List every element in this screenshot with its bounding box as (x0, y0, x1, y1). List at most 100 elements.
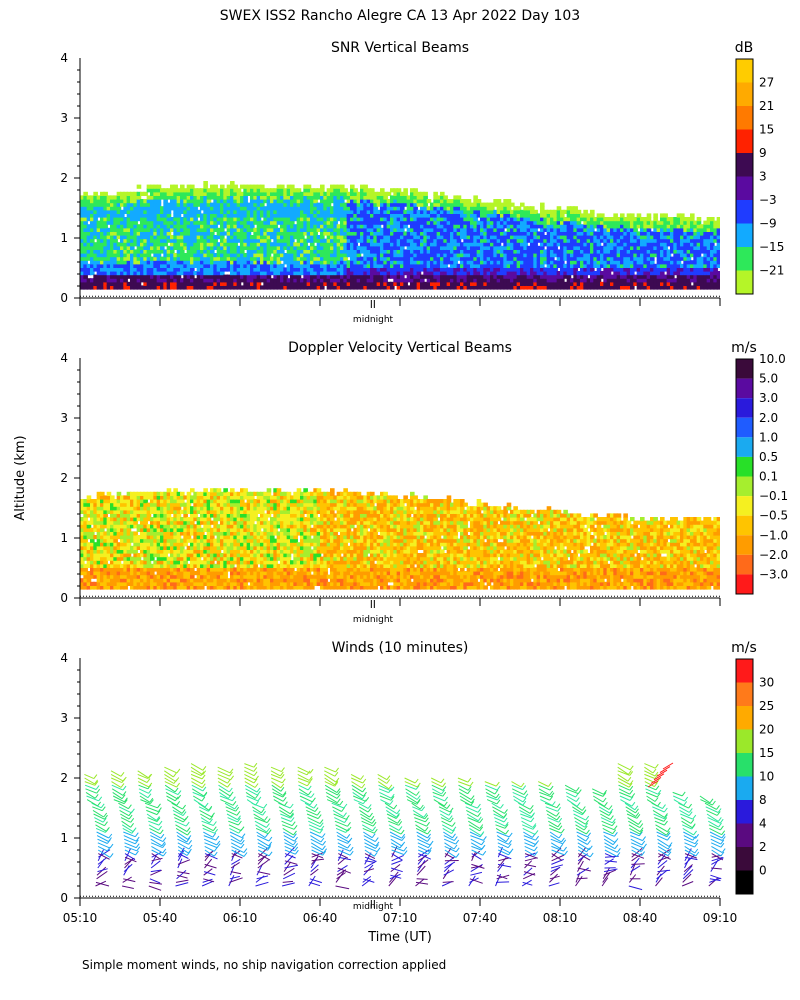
snr-heatmap-cell (616, 249, 622, 254)
snr-heatmap-cell (243, 235, 248, 240)
snr-heatmap-cell (496, 281, 502, 286)
snr-heatmap-cell (483, 242, 488, 247)
snr-heatmap-cell (163, 191, 168, 196)
snr-heatmap-cell (336, 202, 342, 207)
doppler-heatmap-cell (103, 524, 108, 529)
snr-heatmap-cell (266, 227, 272, 232)
snr-heatmap-cell (593, 256, 598, 261)
snr-heatmap-cell (180, 256, 185, 261)
snr-heatmap-cell (276, 271, 282, 276)
snr-heatmap-cell (370, 260, 375, 265)
snr-heatmap-cell (683, 227, 688, 232)
snr-heatmap-cell (186, 184, 192, 189)
doppler-heatmap-cell (86, 542, 92, 547)
snr-heatmap-cell (593, 220, 598, 225)
snr-heatmap-cell (163, 278, 168, 283)
snr-heatmap-cell (456, 263, 462, 268)
snr-heatmap-cell (286, 256, 292, 261)
snr-heatmap-cell (490, 224, 495, 229)
snr-heatmap-cell (256, 260, 262, 265)
snr-heatmap-cell (300, 285, 305, 290)
snr-heatmap-cell (550, 285, 555, 290)
snr-heatmap-cell (356, 209, 362, 214)
snr-heatmap-cell (413, 238, 418, 243)
snr-heatmap-cell (463, 260, 468, 265)
snr-heatmap-cell (243, 267, 248, 272)
snr-heatmap-cell (686, 231, 692, 236)
snr-heatmap-cell (256, 263, 262, 268)
doppler-heatmap-cell (103, 542, 108, 547)
snr-heatmap-cell (406, 260, 412, 265)
snr-heatmap-cell (196, 249, 202, 254)
snr-heatmap-cell (160, 278, 165, 283)
snr-heatmap-cell (273, 188, 278, 193)
snr-heatmap-cell (253, 245, 258, 250)
snr-heatmap-cell (656, 245, 662, 250)
snr-heatmap-cell (346, 263, 352, 268)
snr-heatmap-cell (466, 213, 472, 218)
snr-heatmap-cell (520, 224, 525, 229)
snr-heatmap-cell (690, 224, 695, 229)
snr-heatmap-cell (463, 256, 468, 261)
snr-heatmap-cell (496, 199, 502, 204)
snr-heatmap-cell (126, 209, 132, 214)
snr-heatmap-cell (140, 253, 145, 258)
doppler-heatmap-cell (80, 527, 85, 532)
doppler-heatmap-cell (86, 520, 92, 525)
snr-heatmap-cell (263, 224, 268, 229)
snr-heatmap-cell (106, 263, 112, 268)
snr-heatmap-cell (520, 274, 525, 279)
snr-heatmap-cell (630, 242, 635, 247)
snr-heatmap-cell (363, 188, 368, 193)
snr-heatmap-cell (383, 231, 388, 236)
snr-heatmap-cell (186, 278, 192, 283)
snr-heatmap-cell (403, 231, 408, 236)
snr-heatmap-cell (340, 253, 345, 258)
snr-heatmap-cell (693, 274, 698, 279)
snr-heatmap-cell (183, 235, 188, 240)
snr-heatmap-cell (606, 281, 612, 286)
snr-heatmap-cell (80, 242, 85, 247)
snr-heatmap-cell (516, 227, 522, 232)
snr-heatmap-cell (363, 267, 368, 272)
snr-heatmap-cell (90, 235, 95, 240)
snr-heatmap-cell (133, 278, 138, 283)
snr-heatmap-cell (493, 213, 498, 218)
snr-heatmap-cell (656, 249, 662, 254)
snr-heatmap-cell (256, 224, 262, 229)
doppler-heatmap-cell (93, 563, 98, 568)
snr-heatmap-cell (463, 263, 468, 268)
snr-heatmap-cell (696, 245, 702, 250)
snr-heatmap-cell (263, 220, 268, 225)
snr-heatmap-cell (300, 206, 305, 211)
snr-heatmap-cell (133, 224, 138, 229)
snr-heatmap-cell (620, 242, 625, 247)
snr-heatmap-cell (506, 209, 512, 214)
snr-heatmap-cell (143, 206, 148, 211)
snr-heatmap-cell (123, 235, 128, 240)
doppler-heatmap-cell (80, 553, 85, 558)
snr-heatmap-cell (413, 260, 418, 265)
snr-heatmap-cell (510, 224, 515, 229)
snr-heatmap-cell (446, 220, 452, 225)
snr-heatmap-cell (143, 256, 148, 261)
snr-heatmap-cell (360, 238, 365, 243)
snr-heatmap-cell (240, 220, 245, 225)
snr-heatmap-cell (330, 263, 335, 268)
snr-heatmap-cell (263, 281, 268, 286)
snr-heatmap-cell (320, 209, 325, 214)
snr-heatmap-cell (140, 271, 145, 276)
snr-heatmap-cell (546, 209, 552, 214)
snr-heatmap-cell (390, 274, 395, 279)
snr-heatmap-cell (256, 191, 262, 196)
snr-heatmap-cell (290, 188, 295, 193)
snr-heatmap-cell (510, 260, 515, 265)
snr-heatmap-cell (83, 220, 88, 225)
snr-heatmap-cell (260, 249, 265, 254)
snr-heatmap-cell (623, 274, 628, 279)
snr-heatmap-cell (613, 285, 618, 290)
snr-heatmap-cell (140, 260, 145, 265)
snr-heatmap-cell (503, 235, 508, 240)
snr-heatmap-cell (656, 285, 662, 290)
snr-heatmap-cell (210, 209, 215, 214)
